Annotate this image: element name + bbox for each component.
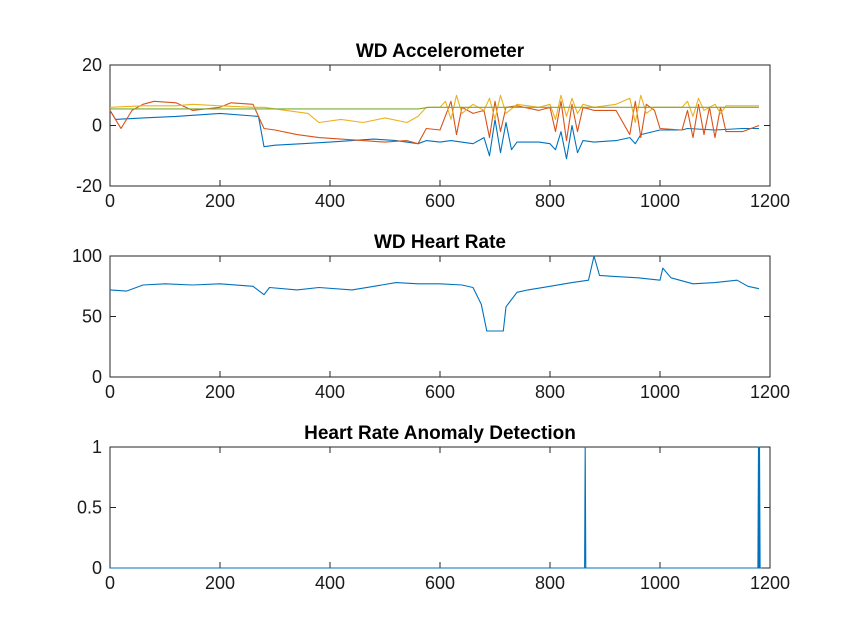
series-line-1 [109, 110, 759, 160]
series-line-1 [110, 446, 762, 569]
series-line-3 [109, 94, 759, 124]
series-line-2 [109, 100, 760, 145]
x-tick-label: 1000 [640, 573, 680, 593]
y-tick-label: -20 [76, 176, 102, 196]
x-tick-label: 600 [425, 573, 455, 593]
series-line-4 [110, 106, 759, 110]
x-tick-label: 600 [425, 382, 455, 402]
y-tick-label: 50 [82, 307, 102, 327]
x-tick-label: 400 [315, 191, 345, 211]
chart-title: Heart Rate Anomaly Detection [304, 423, 576, 444]
y-tick-label: 0 [92, 558, 102, 578]
y-tick-label: 1 [92, 437, 102, 457]
x-tick-label: 0 [105, 191, 115, 211]
y-tick-label: 100 [72, 246, 102, 266]
x-tick-label: 1200 [750, 573, 790, 593]
x-tick-label: 800 [535, 573, 565, 593]
x-tick-label: 200 [205, 382, 235, 402]
x-tick-label: 200 [205, 191, 235, 211]
x-tick-label: 1000 [640, 191, 680, 211]
y-tick-label: 0 [92, 367, 102, 387]
plot-area [109, 64, 771, 187]
x-tick-label: 800 [535, 382, 565, 402]
chart-panel-2: WD Heart Rate 0 200 400 600 800 1000 1200 0 50 100 [72, 232, 790, 402]
plot-area [109, 446, 771, 569]
x-tick-label: 1200 [750, 382, 790, 402]
x-tick-label: 800 [535, 191, 565, 211]
chart-title: WD Accelerometer [356, 41, 525, 62]
x-tick-label: 1000 [640, 382, 680, 402]
x-tick-label: 400 [315, 573, 345, 593]
y-tick-label: 0 [92, 116, 102, 136]
chart-panel-3: Heart Rate Anomaly Detection 0 200 400 600 80… [77, 423, 790, 593]
y-tick-label: 0.5 [77, 498, 102, 518]
x-tick-label: 600 [425, 191, 455, 211]
y-tick-label: 20 [82, 55, 102, 75]
chart-title: WD Heart Rate [374, 232, 506, 253]
x-tick-label: 0 [105, 382, 115, 402]
x-tick-label: 400 [315, 382, 345, 402]
x-tick-label: 1200 [750, 191, 790, 211]
series-line-1 [109, 255, 760, 332]
plot-area [109, 255, 771, 378]
x-tick-label: 200 [205, 573, 235, 593]
x-tick-label: 0 [105, 573, 115, 593]
